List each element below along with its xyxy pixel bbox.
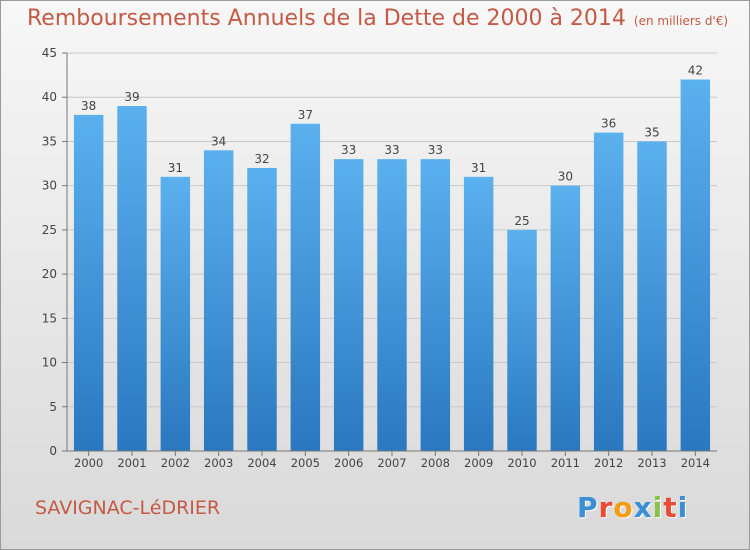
data-label: 33 [384, 143, 399, 157]
y-tick-label: 40 [42, 90, 57, 104]
x-tick-label: 2003 [204, 456, 233, 470]
y-tick-label: 25 [42, 223, 57, 237]
bar [463, 176, 494, 452]
y-tick-label: 45 [42, 46, 57, 60]
chart-bars [73, 79, 711, 452]
logo-letter: t [663, 491, 678, 524]
bar [73, 114, 104, 452]
x-tick-label: 2001 [117, 456, 146, 470]
data-label: 33 [341, 143, 356, 157]
data-label: 38 [81, 99, 96, 113]
data-label: 31 [168, 161, 183, 175]
bar [420, 159, 451, 451]
chart-subtitle: (en milliers d'€) [633, 14, 729, 28]
x-tick-label: 2000 [74, 456, 103, 470]
x-tick-label: 2007 [377, 456, 406, 470]
data-label: 36 [601, 117, 616, 131]
bar [333, 159, 364, 451]
x-tick-label: 2006 [334, 456, 363, 470]
y-tick-label: 5 [49, 400, 57, 414]
data-label: 37 [298, 108, 313, 122]
data-label: 32 [254, 152, 269, 166]
data-label: 33 [428, 143, 443, 157]
logo-letter: r [598, 491, 614, 524]
x-tick-label: 2004 [247, 456, 276, 470]
x-axis-ticks: 2000 2001 2002 2003 2004 2005 2006 2007 2008 2009… [74, 451, 710, 470]
chart-title-text: Remboursements Annuels de la Dette de 20… [27, 6, 626, 31]
x-tick-label: 2014 [681, 456, 710, 470]
bar [550, 185, 581, 451]
data-labels: 38 39 31 34 32 37 33 33 33 31 25 30 36 35 42 [81, 64, 703, 228]
commune-name: SAVIGNAC-LéDRIER [35, 497, 221, 519]
x-tick-label: 2010 [507, 456, 536, 470]
x-tick-label: 2012 [594, 456, 623, 470]
logo-letter: i [652, 491, 664, 524]
data-label: 35 [644, 125, 659, 139]
logo-letter: x [633, 491, 653, 524]
bar [507, 229, 537, 451]
bar [117, 106, 147, 452]
bar [593, 132, 624, 451]
proxiti-logo: Proxiti [577, 491, 688, 524]
y-axis-ticks: 0 5 10 15 20 25 30 35 40 45 [42, 46, 67, 458]
y-tick-label: 10 [42, 356, 57, 370]
y-tick-label: 0 [49, 444, 57, 458]
logo-letter: o [613, 491, 634, 524]
bar [160, 176, 191, 452]
data-label: 25 [514, 214, 529, 228]
y-tick-label: 30 [42, 179, 57, 193]
data-label: 31 [471, 161, 486, 175]
x-tick-label: 2013 [637, 456, 666, 470]
y-tick-label: 20 [42, 267, 57, 281]
data-label: 34 [211, 134, 226, 148]
bar [637, 141, 667, 451]
x-tick-label: 2008 [421, 456, 450, 470]
data-label: 39 [124, 90, 139, 104]
data-label: 42 [688, 64, 703, 78]
x-tick-label: 2002 [161, 456, 190, 470]
x-tick-label: 2009 [464, 456, 493, 470]
bar [680, 79, 711, 452]
chart-title: Remboursements Annuels de la Dette de 20… [27, 6, 728, 31]
bar [290, 123, 321, 451]
logo-letter: P [577, 491, 599, 524]
x-tick-label: 2005 [291, 456, 320, 470]
y-tick-label: 35 [42, 134, 57, 148]
bar [203, 150, 234, 452]
data-label: 30 [558, 170, 573, 184]
x-tick-label: 2011 [551, 456, 580, 470]
bar [247, 167, 277, 451]
y-tick-label: 15 [42, 311, 57, 325]
logo-letter: i [677, 491, 689, 524]
bar [377, 159, 407, 451]
